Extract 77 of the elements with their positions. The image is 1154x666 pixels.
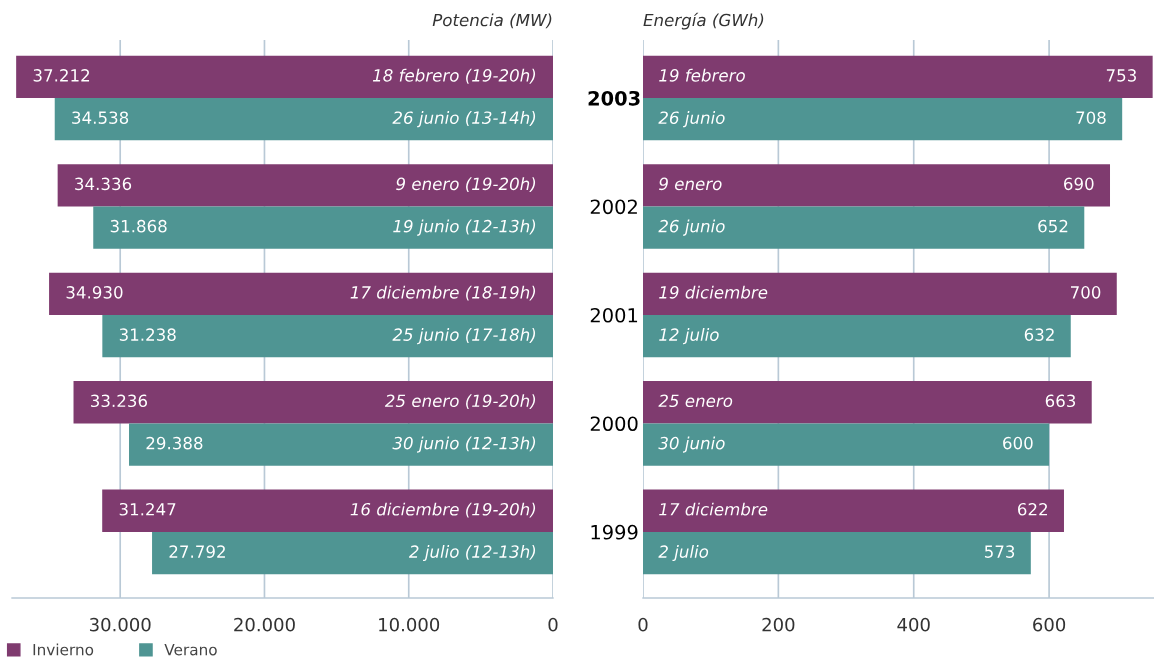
bar bbox=[102, 489, 553, 532]
annotation: 26 junio (13-14h) bbox=[392, 111, 536, 128]
annotation: 2 julio bbox=[658, 544, 709, 562]
bar bbox=[643, 55, 1153, 98]
x-tick-label: 0 bbox=[638, 617, 648, 632]
x-tick-label: 20.000 bbox=[234, 617, 295, 632]
bar bbox=[643, 423, 1050, 466]
bar bbox=[643, 272, 1117, 315]
bar bbox=[643, 97, 1123, 141]
bar bbox=[16, 55, 553, 98]
chart-title: Potencia (MW) bbox=[432, 13, 552, 29]
data-label: 663 bbox=[1045, 394, 1076, 408]
data-label: 690 bbox=[1064, 177, 1094, 191]
annotation: 30 junio bbox=[658, 436, 725, 453]
x-tick-label: 10.000 bbox=[379, 617, 440, 632]
annotation: 9 enero (19-20h) bbox=[396, 177, 536, 193]
data-label: 31.238 bbox=[119, 328, 176, 341]
data-label: 33.236 bbox=[91, 394, 148, 408]
x-tick-label: 400 bbox=[897, 617, 930, 632]
annotation: 26 junio bbox=[658, 111, 725, 128]
data-label: 632 bbox=[1024, 328, 1054, 341]
x-tick-label: 600 bbox=[1033, 617, 1066, 632]
data-label: 34.336 bbox=[75, 177, 132, 191]
bar bbox=[643, 206, 1085, 249]
data-label: 573 bbox=[984, 545, 1015, 558]
y-tick-label: 1999 bbox=[591, 524, 638, 540]
data-label: 700 bbox=[1071, 286, 1101, 299]
x-tick-label: 0 bbox=[548, 617, 558, 632]
annotation: 17 diciembre (18-19h) bbox=[350, 285, 536, 301]
annotation: 26 junio bbox=[658, 219, 725, 236]
bar bbox=[73, 381, 553, 424]
data-label: 34.538 bbox=[72, 111, 129, 124]
bar bbox=[129, 423, 553, 466]
annotation: 25 enero bbox=[658, 394, 733, 408]
bar bbox=[57, 164, 553, 207]
bar bbox=[93, 206, 553, 249]
data-label: 600 bbox=[1003, 436, 1033, 450]
chart-title: Energía (GWh) bbox=[643, 12, 764, 30]
data-label: 652 bbox=[1038, 219, 1068, 233]
bar bbox=[102, 314, 553, 358]
data-label: 29.388 bbox=[146, 436, 203, 450]
y-tick-label: 2000 bbox=[590, 416, 638, 432]
bar bbox=[643, 164, 1111, 207]
legend-label: Invierno bbox=[33, 643, 94, 656]
bar bbox=[643, 531, 1031, 575]
data-label: 31.247 bbox=[119, 502, 176, 516]
data-label: 37.212 bbox=[33, 69, 90, 82]
bar bbox=[643, 489, 1064, 532]
annotation: 17 diciembre bbox=[659, 502, 768, 516]
annotation: 18 febrero (19-20h) bbox=[372, 68, 536, 84]
legend-label: Verano bbox=[164, 644, 217, 656]
bar bbox=[49, 272, 553, 315]
x-tick-label: 30.000 bbox=[89, 617, 151, 632]
annotation: 30 junio (12-13h) bbox=[392, 436, 536, 453]
bar bbox=[152, 531, 553, 575]
annotation: 16 diciembre (19-20h) bbox=[350, 502, 536, 518]
annotation: 12 julio bbox=[659, 328, 719, 345]
y-tick-label: 2003 bbox=[588, 90, 640, 106]
data-label: 708 bbox=[1076, 111, 1106, 124]
annotation: 9 enero bbox=[659, 177, 722, 191]
annotation: 25 enero (19-20h) bbox=[384, 394, 536, 410]
data-label: 753 bbox=[1106, 69, 1136, 82]
bar bbox=[643, 314, 1071, 358]
annotation: 2 julio (12-13h) bbox=[408, 544, 536, 562]
x-tick-label: 200 bbox=[762, 617, 795, 632]
data-label: 34.930 bbox=[66, 286, 123, 299]
bar bbox=[54, 97, 553, 141]
annotation: 19 junio (12-13h) bbox=[393, 219, 536, 236]
data-label: 27.792 bbox=[169, 545, 225, 558]
bar bbox=[643, 381, 1092, 424]
y-tick-label: 2001 bbox=[590, 307, 638, 323]
data-label: 622 bbox=[1018, 502, 1047, 516]
data-label: 31.868 bbox=[110, 219, 167, 233]
y-tick-label: 2002 bbox=[590, 199, 637, 215]
annotation: 25 junio (17-18h) bbox=[392, 328, 536, 345]
annotation: 19 febrero bbox=[659, 68, 745, 82]
annotation: 19 diciembre bbox=[659, 285, 768, 299]
